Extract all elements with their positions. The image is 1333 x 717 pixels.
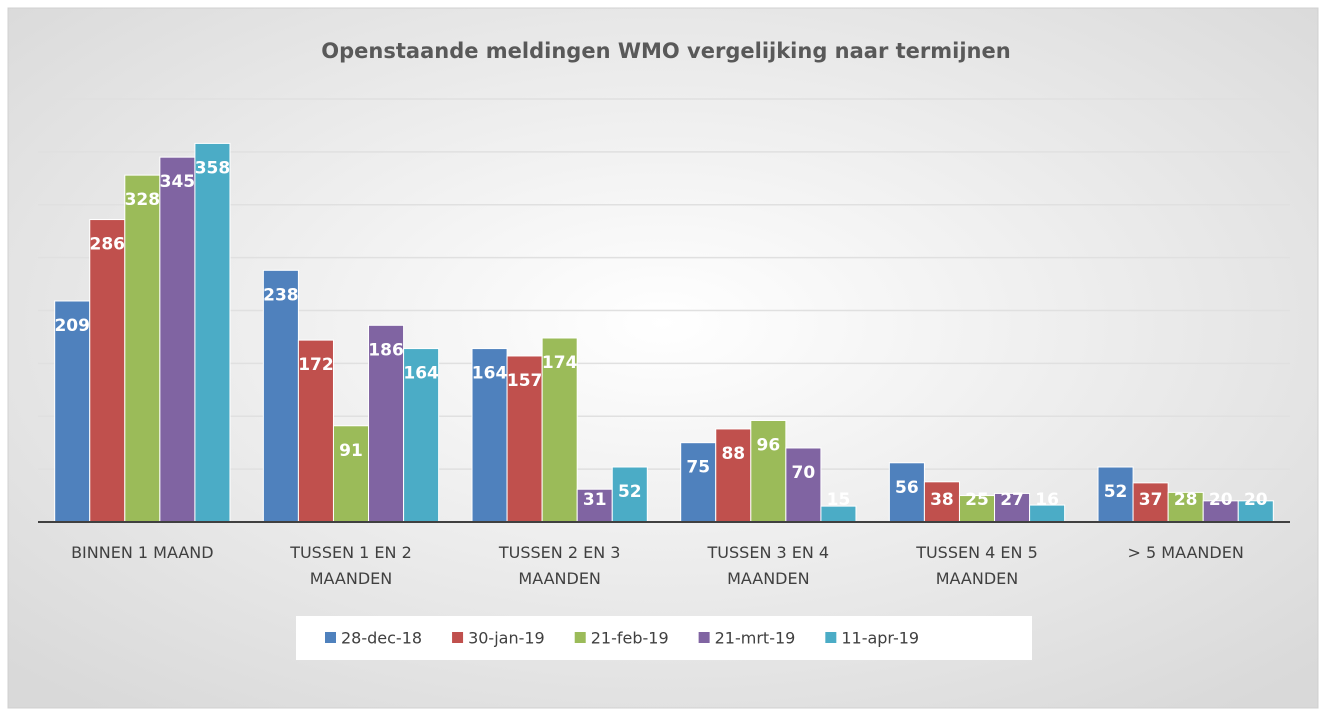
data-label: 174 [542,353,578,373]
x-tick-label: TUSSEN 1 EN 2 MAANDEN [290,543,412,588]
bar [994,492,1031,523]
bar [368,324,405,523]
bar [1167,491,1204,523]
bar [958,495,996,523]
chart-title: Openstaande meldingen WMO vergelijking n… [321,39,1010,63]
x-tick-label: TUSSEN 2 EN 3 MAANDEN [498,543,621,588]
legend-label: 11-apr-19 [841,629,919,648]
bar [403,348,440,523]
data-label: 20 [1209,490,1233,510]
data-label: 328 [125,190,161,210]
data-label: 96 [756,435,780,455]
data-label: 52 [1104,482,1128,502]
bar [89,219,126,523]
data-label: 52 [618,482,642,502]
data-label: 164 [472,364,508,384]
data-label: 28 [1174,490,1198,510]
bar [611,466,648,523]
data-label: 31 [583,490,607,510]
bar [262,269,299,523]
x-tick-label-box: TUSSEN 1 EN 2 MAANDEN [290,543,412,588]
data-label: 27 [1000,490,1024,510]
data-label: 16 [1035,490,1059,510]
data-label: 286 [90,235,126,255]
bar [1097,466,1134,523]
legend-label: 30-jan-19 [468,629,545,648]
bar [332,425,370,523]
bar [785,447,822,523]
data-label: 38 [930,490,954,510]
data-label: 164 [403,364,439,384]
bar [159,156,196,523]
x-tick-label: TUSSEN 3 EN 4 MAANDEN [707,543,830,588]
x-tick-label-box: TUSSEN 3 EN 4 MAANDEN [707,543,830,588]
legend-box [296,616,1032,660]
legend-swatch [452,632,464,643]
data-label: 37 [1139,490,1163,510]
data-label: 238 [263,285,299,305]
data-label: 209 [54,316,90,336]
data-label: 25 [965,490,989,510]
x-tick-label: TUSSEN 4 EN 5 MAANDEN [916,543,1038,588]
bar [541,337,578,523]
x-tick-label-box: BINNEN 1 MAAND [71,543,214,562]
x-tick-label: BINNEN 1 MAAND [71,543,214,562]
bar [124,174,161,523]
bar [471,348,508,523]
data-label: 172 [298,355,334,375]
data-label: 186 [368,340,404,360]
x-tick-label-box: > 5 MAANDEN [1127,543,1244,562]
data-label: 358 [195,158,231,178]
data-label: 345 [160,172,196,192]
legend-label: 21-feb-19 [591,629,669,648]
x-tick-label-box: TUSSEN 4 EN 5 MAANDEN [916,543,1038,588]
data-label: 20 [1244,490,1268,510]
x-tick-label-box: TUSSEN 2 EN 3 MAANDEN [498,543,621,588]
bar [750,419,787,523]
data-label: 56 [895,478,919,498]
data-label: 157 [507,371,543,391]
data-label: 91 [339,441,363,461]
bar [680,442,717,523]
data-label: 70 [792,463,816,483]
data-label: 15 [827,490,851,510]
legend-swatch [698,632,710,643]
x-tick-label: > 5 MAANDEN [1127,543,1244,562]
legend-label: 28-dec-18 [341,629,422,648]
bar [715,428,752,523]
legend-label: 21-mrt-19 [715,629,796,648]
legend-swatch [325,632,336,643]
legend-swatch [574,632,586,643]
bar [194,142,231,523]
legend-swatch [825,632,837,643]
data-label: 75 [686,458,710,478]
bar [54,300,91,523]
data-label: 88 [721,444,745,464]
